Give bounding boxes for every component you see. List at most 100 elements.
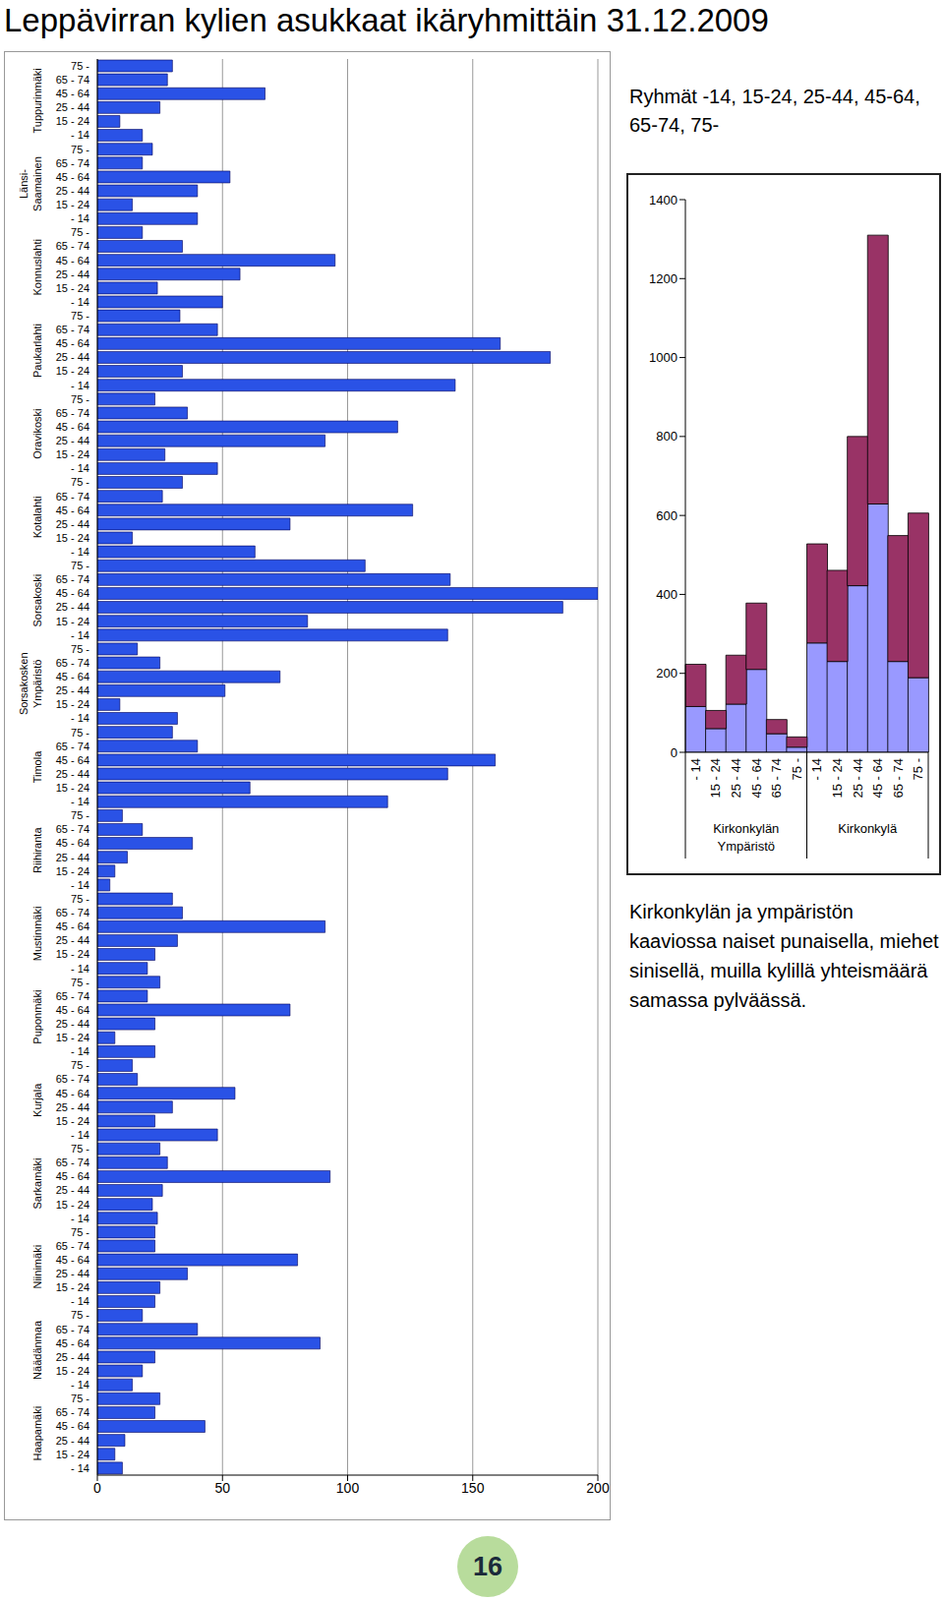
svg-text:65 - 74: 65 - 74 xyxy=(768,758,784,798)
svg-text:25 - 44: 25 - 44 xyxy=(56,101,90,114)
svg-text:65 - 74: 65 - 74 xyxy=(56,740,90,753)
svg-text:- 14: - 14 xyxy=(70,212,90,225)
svg-text:25 - 44: 25 - 44 xyxy=(56,1183,90,1196)
svg-text:65 - 74: 65 - 74 xyxy=(56,239,90,252)
svg-text:Kurjala: Kurjala xyxy=(31,1082,44,1118)
svg-text:75 -: 75 - xyxy=(70,726,90,739)
svg-text:75 -: 75 - xyxy=(70,309,90,322)
svg-text:75 -: 75 - xyxy=(70,226,90,238)
svg-text:65 - 74: 65 - 74 xyxy=(56,1156,90,1169)
svg-text:65 - 74: 65 - 74 xyxy=(56,906,90,919)
svg-text:45 - 64: 45 - 64 xyxy=(56,337,90,350)
svg-text:15 - 24: 15 - 24 xyxy=(56,947,90,960)
svg-text:75 -: 75 - xyxy=(70,475,90,488)
svg-text:45 - 64: 45 - 64 xyxy=(56,836,90,849)
svg-text:45 - 64: 45 - 64 xyxy=(749,758,765,798)
svg-text:15 - 24: 15 - 24 xyxy=(56,1115,90,1127)
svg-text:45 - 64: 45 - 64 xyxy=(56,171,90,183)
svg-text:75 -: 75 - xyxy=(70,393,90,406)
svg-text:45 - 64: 45 - 64 xyxy=(56,1087,90,1100)
svg-text:45 - 64: 45 - 64 xyxy=(56,670,90,683)
svg-text:Niinimäki: Niinimäki xyxy=(31,1244,44,1290)
svg-text:15 - 24: 15 - 24 xyxy=(56,364,90,377)
svg-text:- 14: - 14 xyxy=(809,758,825,780)
svg-text:25 - 44: 25 - 44 xyxy=(728,758,744,798)
svg-text:Tuppurinmäki: Tuppurinmäki xyxy=(31,67,44,133)
svg-text:65 - 74: 65 - 74 xyxy=(56,1406,90,1418)
svg-text:75 -: 75 - xyxy=(910,758,926,780)
svg-text:800: 800 xyxy=(655,428,678,444)
svg-text:45 - 64: 45 - 64 xyxy=(56,1419,90,1432)
svg-text:- 14: - 14 xyxy=(70,629,90,642)
svg-text:25 - 44: 25 - 44 xyxy=(56,184,90,197)
svg-text:65 - 74: 65 - 74 xyxy=(56,1323,90,1336)
svg-text:600: 600 xyxy=(655,508,678,524)
svg-text:- 14: - 14 xyxy=(70,295,90,308)
svg-text:45 - 64: 45 - 64 xyxy=(56,587,90,599)
svg-text:1400: 1400 xyxy=(649,192,678,208)
svg-text:15 - 24: 15 - 24 xyxy=(56,1364,90,1377)
svg-text:1200: 1200 xyxy=(649,271,678,287)
svg-text:25 - 44: 25 - 44 xyxy=(56,1434,90,1447)
svg-text:75 -: 75 - xyxy=(70,1226,90,1239)
svg-text:45 - 64: 45 - 64 xyxy=(56,1170,90,1182)
svg-text:- 14: - 14 xyxy=(70,1128,90,1141)
svg-text:- 14: - 14 xyxy=(70,379,90,392)
svg-text:25 - 44: 25 - 44 xyxy=(850,758,866,798)
svg-text:25 - 44: 25 - 44 xyxy=(56,1101,90,1114)
svg-text:Näädänmaa: Näädänmaa xyxy=(31,1319,44,1380)
svg-text:Puponmäki: Puponmäki xyxy=(31,990,44,1045)
svg-text:- 14: - 14 xyxy=(70,462,90,474)
svg-text:45 - 64: 45 - 64 xyxy=(56,254,90,267)
svg-text:25 - 44: 25 - 44 xyxy=(56,351,90,363)
svg-text:65 - 74: 65 - 74 xyxy=(56,407,90,419)
svg-text:75 -: 75 - xyxy=(70,809,90,822)
svg-text:65 - 74: 65 - 74 xyxy=(56,1072,90,1085)
svg-text:25 - 44: 25 - 44 xyxy=(56,1267,90,1280)
svg-text:- 14: - 14 xyxy=(70,1378,90,1391)
svg-text:15 - 24: 15 - 24 xyxy=(56,1031,90,1044)
svg-text:15 - 24: 15 - 24 xyxy=(56,781,90,794)
svg-text:45 - 64: 45 - 64 xyxy=(56,1003,90,1016)
svg-text:65 - 74: 65 - 74 xyxy=(56,73,90,86)
svg-text:25 - 44: 25 - 44 xyxy=(56,518,90,531)
svg-text:15 - 24: 15 - 24 xyxy=(56,865,90,878)
svg-text:45 - 64: 45 - 64 xyxy=(56,920,90,933)
svg-text:Sarkamäki: Sarkamäki xyxy=(31,1158,44,1210)
svg-text:Mustinmäki: Mustinmäki xyxy=(31,906,44,962)
svg-text:15 - 24: 15 - 24 xyxy=(708,758,723,798)
svg-text:15 - 24: 15 - 24 xyxy=(829,758,845,798)
svg-text:15 - 24: 15 - 24 xyxy=(56,1448,90,1461)
svg-text:25 - 44: 25 - 44 xyxy=(56,767,90,780)
svg-text:75 -: 75 - xyxy=(70,1392,90,1405)
svg-text:200: 200 xyxy=(655,665,678,681)
svg-text:65 - 74: 65 - 74 xyxy=(890,758,906,798)
svg-text:45 - 64: 45 - 64 xyxy=(56,1253,90,1266)
svg-text:- 14: - 14 xyxy=(70,879,90,891)
svg-text:- 14: - 14 xyxy=(70,795,90,808)
svg-text:1000: 1000 xyxy=(649,350,678,365)
svg-text:75 -: 75 - xyxy=(789,758,805,780)
svg-text:65 - 74: 65 - 74 xyxy=(56,490,90,503)
svg-text:75 -: 75 - xyxy=(70,892,90,905)
svg-text:15 - 24: 15 - 24 xyxy=(56,531,90,544)
svg-text:15 - 24: 15 - 24 xyxy=(56,1281,90,1294)
svg-text:Kotalahti: Kotalahti xyxy=(31,495,44,538)
svg-text:15 - 24: 15 - 24 xyxy=(56,698,90,710)
svg-text:15 - 24: 15 - 24 xyxy=(56,615,90,628)
svg-text:45 - 64: 45 - 64 xyxy=(56,504,90,517)
svg-text:400: 400 xyxy=(655,587,678,602)
svg-text:200: 200 xyxy=(586,1479,610,1496)
svg-text:- 14: - 14 xyxy=(70,1045,90,1058)
svg-text:- 14: - 14 xyxy=(70,962,90,975)
svg-text:- 14: - 14 xyxy=(70,1212,90,1225)
svg-text:15 - 24: 15 - 24 xyxy=(56,115,90,127)
svg-text:75 -: 75 - xyxy=(70,643,90,655)
svg-text:150: 150 xyxy=(461,1479,485,1496)
svg-text:65 - 74: 65 - 74 xyxy=(56,1239,90,1252)
svg-text:25 - 44: 25 - 44 xyxy=(56,684,90,697)
svg-text:25 - 44: 25 - 44 xyxy=(56,268,90,281)
svg-text:Riihiranta: Riihiranta xyxy=(31,826,44,874)
svg-text:75 -: 75 - xyxy=(70,559,90,572)
svg-text:75 -: 75 - xyxy=(70,59,90,72)
